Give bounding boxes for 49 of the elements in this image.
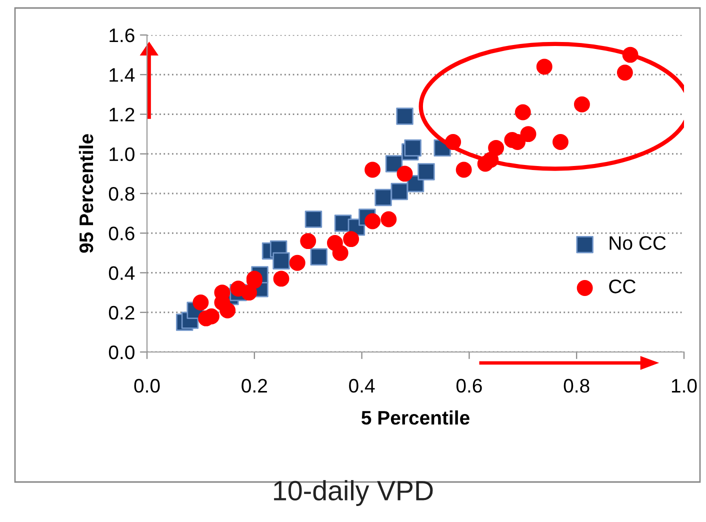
- y-tick-label: 1.2: [110, 108, 134, 122]
- point: [616, 64, 633, 81]
- x-axis-title: 5 Percentile: [362, 410, 470, 425]
- y-tick-label: 0.2: [108, 306, 134, 320]
- y-tick-label: 1.0: [110, 147, 134, 162]
- point: [220, 302, 236, 318]
- point: [272, 252, 290, 270]
- point: [396, 108, 414, 125]
- point: [241, 284, 258, 301]
- point: [385, 155, 403, 172]
- point: [520, 126, 536, 142]
- legend-label: No CC: [610, 236, 666, 250]
- x-tick-label: 0.0: [134, 378, 160, 393]
- y-tick-label: 1.6: [110, 28, 134, 42]
- point: [332, 244, 348, 261]
- point: [343, 231, 360, 248]
- point: [192, 294, 209, 310]
- y-tick-label: 1.4: [110, 68, 135, 82]
- y-tick-label: 0.4: [108, 266, 135, 280]
- point: [514, 104, 531, 120]
- point: [300, 233, 316, 250]
- point: [404, 139, 422, 157]
- point: [552, 134, 568, 150]
- point: [310, 248, 328, 266]
- point: [488, 140, 504, 156]
- point: [390, 182, 408, 200]
- y-axis-title: 95 Percentile: [78, 134, 94, 253]
- point: [418, 163, 435, 180]
- point: [304, 210, 322, 228]
- legend-label: CC: [609, 280, 636, 294]
- x-tick-label: 0.4: [349, 378, 375, 393]
- point: [273, 270, 290, 287]
- x-tick-label: 1.0: [672, 378, 697, 393]
- point: [289, 254, 306, 271]
- x-tick-label: 0.6: [456, 378, 482, 393]
- point: [364, 213, 381, 230]
- point: [396, 166, 413, 182]
- point: [374, 188, 392, 206]
- text: 10-daily VPD: [274, 480, 433, 506]
- point: [536, 58, 552, 75]
- point: [456, 162, 472, 178]
- point: [574, 96, 590, 112]
- x-tick-label: 0.2: [242, 378, 267, 393]
- x-tick-label: 0.8: [564, 378, 590, 393]
- y-tick-label: 0.0: [108, 345, 134, 360]
- point: [364, 162, 381, 178]
- y-tick-label: 0.8: [108, 186, 134, 201]
- y-tick-label: 0.6: [108, 226, 134, 240]
- point: [380, 211, 397, 228]
